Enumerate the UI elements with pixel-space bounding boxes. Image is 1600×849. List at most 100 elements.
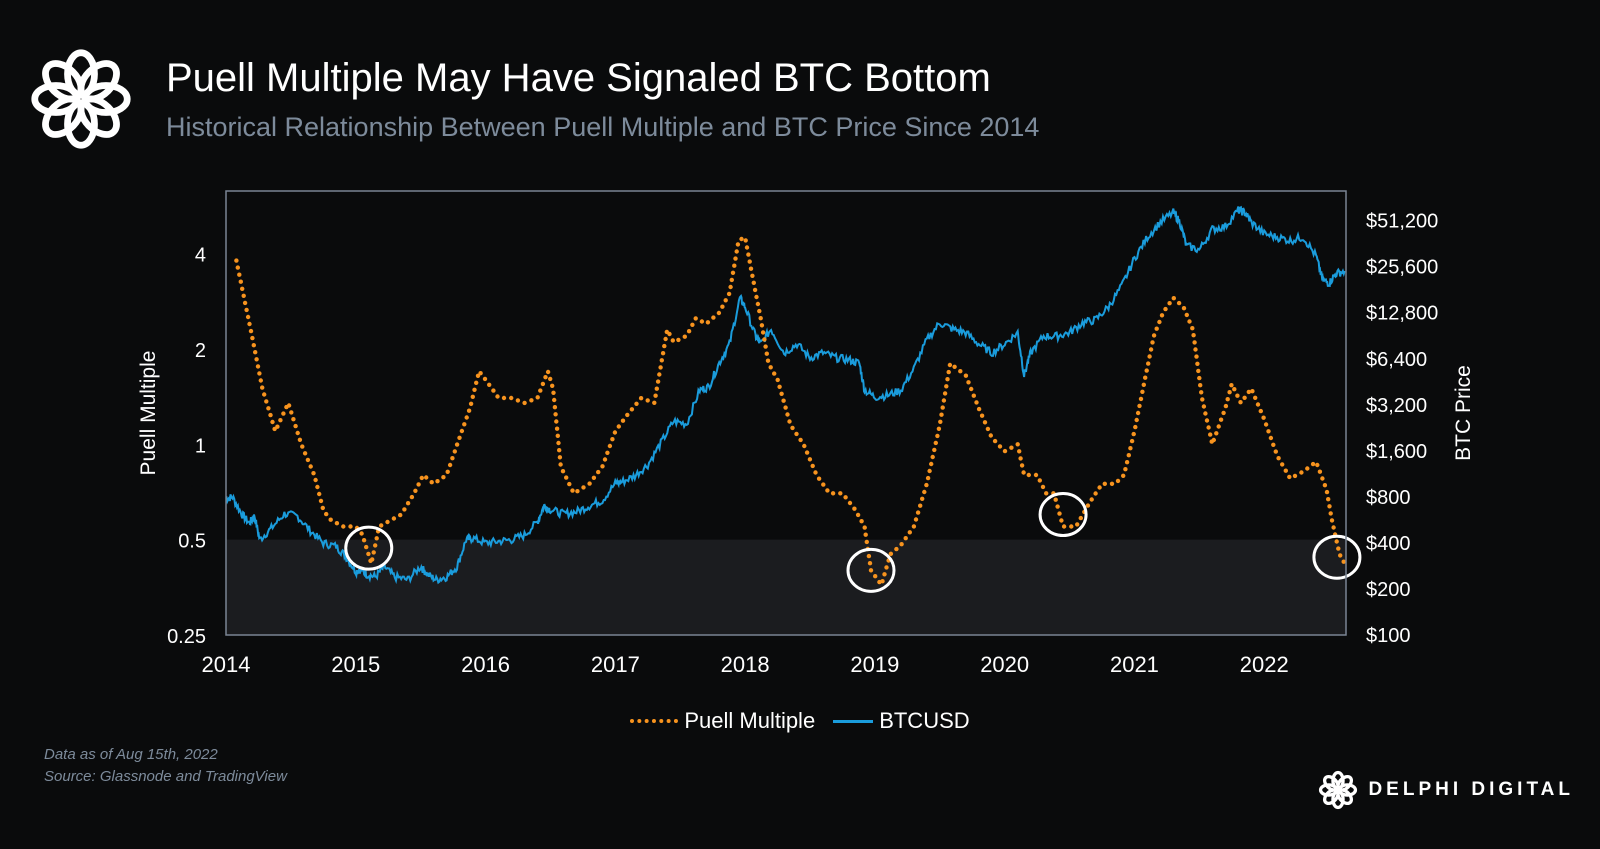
puell-dot <box>548 376 553 382</box>
puell-dot <box>729 277 734 283</box>
puell-dot <box>658 365 663 370</box>
puell-dot <box>873 574 878 579</box>
puell-dot <box>612 430 618 435</box>
puell-dot <box>1193 347 1198 352</box>
puell-dot <box>1221 410 1226 416</box>
puell-dot <box>373 543 378 548</box>
puell-dot <box>308 464 313 469</box>
puell-dot <box>1190 326 1195 331</box>
puell-dot <box>867 561 873 566</box>
puell-dot <box>1283 468 1289 473</box>
puell-dot <box>1198 383 1203 388</box>
puell-dot <box>1232 387 1237 392</box>
puell-dot <box>940 405 945 410</box>
puell-dot <box>575 489 580 494</box>
puell-dot <box>297 437 303 442</box>
puell-dot <box>911 524 917 529</box>
puell-dot <box>764 351 769 356</box>
puell-dot <box>1317 469 1323 474</box>
puell-dot <box>457 435 462 440</box>
puell-dot <box>1273 449 1279 454</box>
puell-dot <box>291 417 296 422</box>
puell-dot <box>305 457 311 463</box>
puell-dot <box>468 401 474 406</box>
puell-dot <box>379 523 384 528</box>
puell-dot <box>1135 410 1141 416</box>
puell-dot <box>880 579 885 584</box>
puell-dot <box>1147 354 1152 359</box>
bottom-highlight-circle <box>344 525 394 571</box>
puell-dot <box>315 484 320 490</box>
puell-dot <box>1002 448 1008 454</box>
puell-dot <box>320 505 325 511</box>
source-note: Source: Glassnode and TradingView <box>44 768 287 785</box>
puell-dot <box>925 475 931 481</box>
puell-dot <box>932 447 937 453</box>
puell-dot <box>682 334 687 339</box>
y-right-tick-label: $1,600 <box>1366 441 1427 463</box>
puell-dot <box>553 412 558 417</box>
puell-dot <box>1018 456 1023 461</box>
puell-dot <box>1059 518 1064 523</box>
puell-dot <box>907 530 912 535</box>
puell-dot <box>1129 438 1135 444</box>
puell-dot <box>979 413 985 418</box>
puell-dot <box>1258 408 1264 414</box>
y-right-tick-label: $6,400 <box>1366 349 1427 371</box>
puell-dot <box>1138 396 1144 402</box>
puell-dot <box>1192 340 1197 345</box>
puell-dot <box>1214 431 1219 436</box>
puell-dot <box>1075 522 1080 527</box>
puell-dot <box>1150 340 1155 345</box>
puell-dot <box>855 512 861 518</box>
puell-dot <box>402 507 407 512</box>
puell-dot <box>447 462 453 468</box>
x-tick-label: 2015 <box>331 652 380 677</box>
puell-dot <box>938 419 943 424</box>
puell-dot <box>783 405 788 410</box>
puell-dot <box>922 489 927 495</box>
puell-dot <box>952 364 957 369</box>
puell-dot <box>602 457 608 462</box>
puell-dot <box>821 482 826 487</box>
puell-dot <box>1322 483 1328 488</box>
puell-dot <box>723 298 728 303</box>
puell-dot <box>1115 478 1121 484</box>
puell-dot <box>728 284 733 290</box>
delphi-knot-icon <box>31 49 131 149</box>
y-left-tick-label: 2 <box>195 340 206 362</box>
puell-dot <box>1057 511 1062 516</box>
puell-dot <box>716 310 722 316</box>
puell-dot <box>1201 404 1207 409</box>
puell-dot <box>760 330 766 335</box>
puell-dot <box>988 433 993 438</box>
puell-dot <box>478 371 483 376</box>
puell-dot <box>491 388 496 393</box>
puell-dot <box>913 517 919 522</box>
puell-dot <box>302 451 308 456</box>
puell-dot <box>667 331 672 337</box>
y-right-tick-label: $400 <box>1366 533 1411 555</box>
puell-dot <box>653 393 658 398</box>
puell-dot <box>1242 395 1247 400</box>
puell-dot <box>997 444 1003 449</box>
puell-dot <box>551 390 556 395</box>
puell-dot <box>610 437 615 442</box>
puell-dot <box>777 384 782 389</box>
puell-dot <box>1040 484 1046 490</box>
puell-dot <box>733 256 738 261</box>
puell-dot <box>257 371 262 376</box>
puell-dot <box>655 379 661 384</box>
puell-dot <box>1126 453 1132 458</box>
puell-dot <box>944 384 949 389</box>
puell-dot <box>939 412 944 417</box>
puell-dot <box>1157 319 1162 325</box>
puell-dot <box>1146 361 1151 366</box>
puell-dot <box>1292 473 1298 479</box>
puell-dot <box>852 506 857 511</box>
puell-dot <box>435 479 440 484</box>
puell-dot <box>1037 478 1043 483</box>
puell-dot <box>472 387 477 392</box>
puell-dot <box>781 398 786 403</box>
puell-dot <box>942 391 948 396</box>
